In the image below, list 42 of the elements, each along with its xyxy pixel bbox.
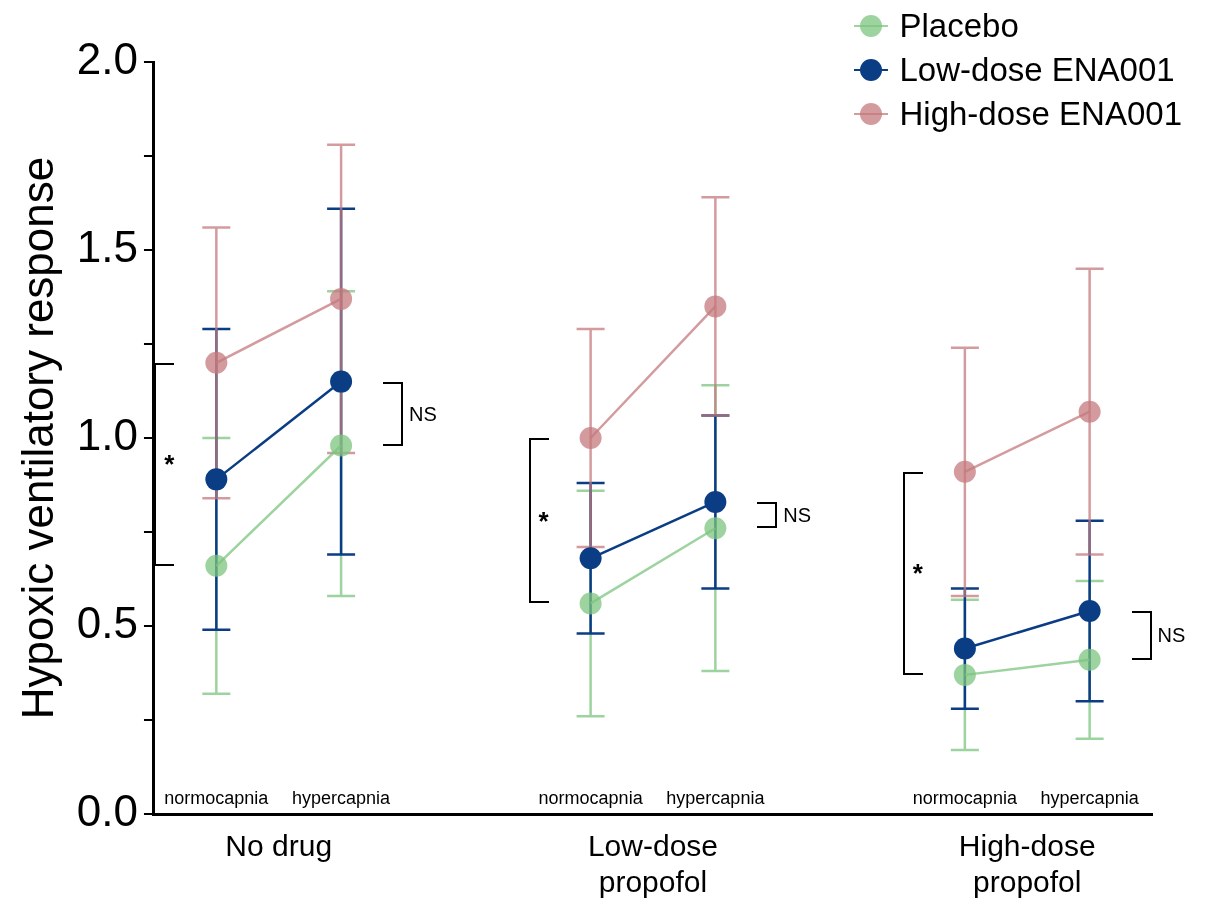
point — [579, 592, 602, 615]
x-tick-label: hypercapnia — [292, 787, 392, 808]
y-tick-label: 1.5 — [76, 222, 138, 272]
point — [205, 468, 228, 491]
x-tick-label: normocapnia — [538, 787, 644, 808]
point — [330, 434, 353, 457]
point — [1078, 599, 1101, 622]
point — [953, 460, 976, 483]
legend-label: High-dose ENA001 — [899, 95, 1182, 133]
text: High-dose propofol — [957, 828, 1097, 900]
point — [579, 427, 602, 449]
legend-label: Placebo — [899, 7, 1019, 45]
point — [1078, 400, 1101, 423]
text: Low-dose propofol — [586, 828, 719, 900]
x-tick-label: normocapnia — [164, 787, 270, 808]
point — [330, 287, 353, 310]
text: NS — [1157, 623, 1186, 647]
annotation: NS — [409, 402, 437, 426]
annotation: * — [912, 557, 923, 589]
point — [205, 554, 228, 577]
point — [704, 490, 727, 513]
annotation: * — [538, 505, 549, 537]
x-tick-label: hypercapnia — [666, 787, 766, 808]
point — [704, 295, 727, 318]
y-tick-label: 0.5 — [76, 598, 138, 648]
x-tick-label: hypercapnia — [1040, 787, 1140, 808]
legend-label: Low-dose ENA001 — [899, 51, 1175, 89]
point — [205, 351, 228, 374]
x-tick-label: normocapnia — [912, 787, 1018, 808]
point — [704, 517, 727, 540]
y-tick-label: 2.0 — [76, 34, 138, 84]
point — [953, 637, 976, 660]
y-tick-label: 0.0 — [76, 786, 138, 836]
point — [330, 370, 353, 393]
point — [953, 663, 976, 686]
point — [1078, 648, 1101, 671]
y-axis-title: Hypoxic ventilatory response — [12, 156, 62, 720]
annotation: * — [164, 448, 175, 480]
annotation: NS — [783, 503, 812, 527]
text: No drug — [224, 828, 334, 864]
point — [579, 547, 602, 570]
y-tick-label: 1.0 — [76, 410, 138, 460]
